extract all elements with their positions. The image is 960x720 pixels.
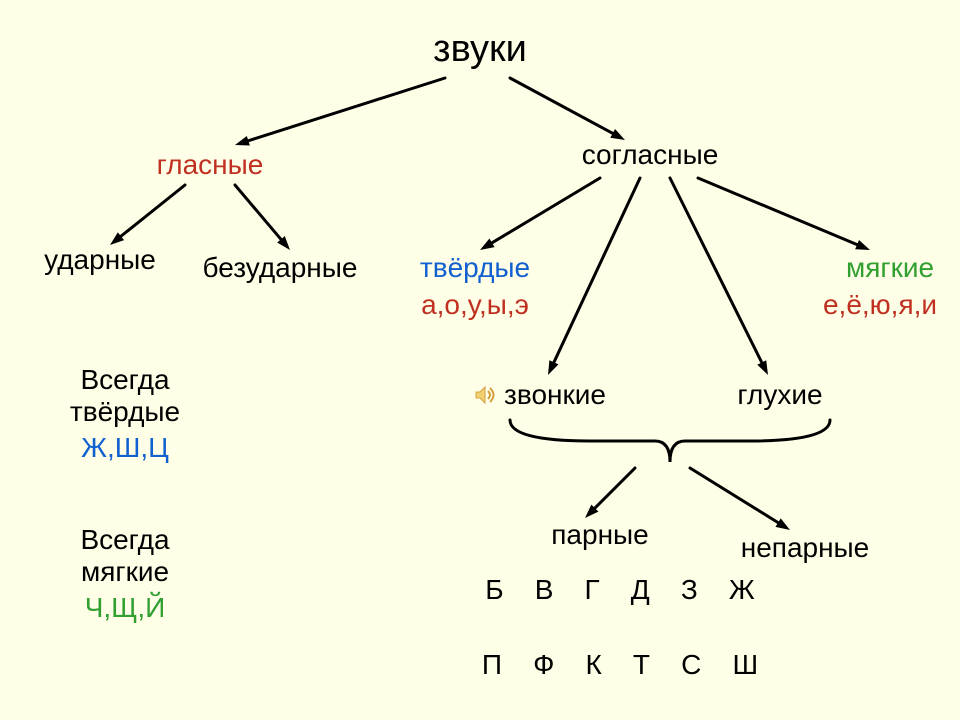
node-consonants: согласные xyxy=(582,138,719,172)
node-row_bot: П Ф К Т С Ш xyxy=(482,648,758,682)
node-root: звуки xyxy=(433,27,527,73)
node-always_soft_l3: Ч,Щ,Й xyxy=(85,591,166,625)
node-stressed: ударные xyxy=(44,243,156,277)
node-unstressed: безударные xyxy=(203,251,358,285)
node-soft_vs: е,ё,ю,я,и xyxy=(823,288,937,322)
node-unpaired: непарные xyxy=(741,531,870,565)
node-vowels: гласные xyxy=(157,148,264,182)
node-hard_vs: а,о,у,ы,э xyxy=(421,288,529,322)
node-always_soft_l1: Всегда xyxy=(80,523,169,557)
node-always_hard_l3: Ж,Ш,Ц xyxy=(81,431,169,465)
node-soft: мягкие xyxy=(846,251,934,285)
node-paired: парные xyxy=(551,518,648,552)
node-always_hard_l1: Всегда xyxy=(80,363,169,397)
node-voiceless: глухие xyxy=(737,378,822,412)
node-row_top: Б В Г Д З Ж xyxy=(485,573,755,607)
node-hard: твёрдые xyxy=(420,251,530,285)
node-voiced: звонкие xyxy=(504,378,606,412)
node-always_hard_l2: твёрдые xyxy=(70,395,180,429)
node-always_soft_l2: мягкие xyxy=(81,555,169,589)
speaker-icon xyxy=(473,383,497,407)
